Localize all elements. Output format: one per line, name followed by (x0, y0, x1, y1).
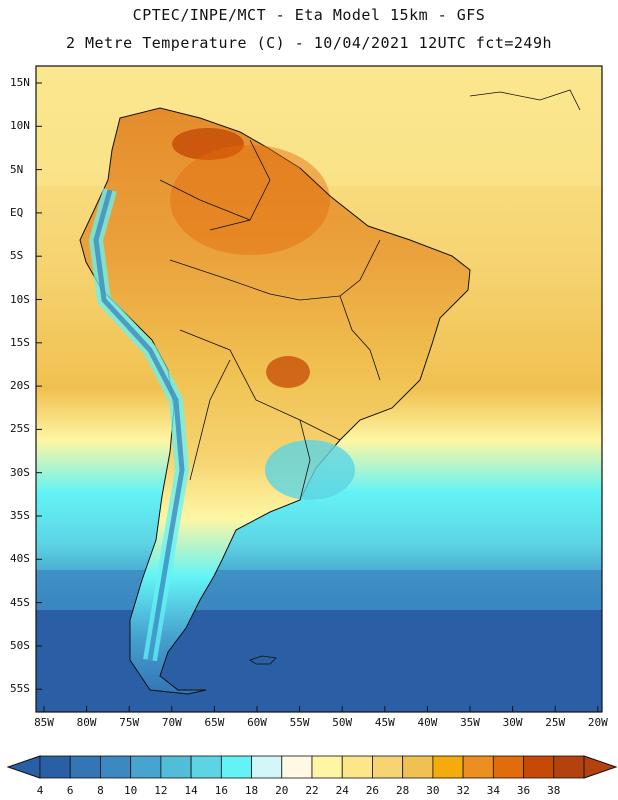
colorbar-swatch (39, 755, 71, 779)
colorbar-label: 34 (486, 784, 500, 797)
falkland-islands (249, 655, 277, 665)
lat-label: 30S (10, 465, 30, 479)
lon-label: 70W (161, 716, 182, 729)
hot-core-north (172, 128, 244, 160)
lat-label: 35S (10, 509, 30, 522)
colorbar-left-arrow (6, 755, 41, 779)
lon-label: 55W (289, 716, 310, 729)
lon-label: 45W (374, 716, 395, 729)
lat-label: 25S (10, 422, 30, 436)
title-line-1: CPTEC/INPE/MCT - Eta Model 15km - GFS (132, 6, 486, 24)
colorbar-swatch (160, 755, 192, 779)
lon-label: 30W (502, 716, 523, 729)
colorbar-label: 18 (244, 784, 259, 797)
lon-label: 80W (76, 716, 97, 729)
colorbar-swatch (462, 755, 494, 779)
lon-label: 35W (460, 716, 480, 729)
colorbar-label: 26 (365, 784, 380, 797)
lat-label: 10S (10, 292, 30, 306)
lat-label: 15N (10, 76, 30, 89)
lon-label: 25W (545, 716, 566, 729)
colorbar-label: 10 (124, 784, 138, 797)
lat-label: 40S (10, 552, 30, 566)
colorbar-label: 6 (66, 784, 74, 797)
southern-cold-band (36, 610, 602, 712)
lat-label: 15S (10, 335, 30, 349)
colorbar-label: 14 (184, 784, 198, 797)
colorbar-label: 32 (456, 784, 470, 797)
lon-label: 50W (332, 716, 353, 729)
hot-core-interior (170, 145, 330, 255)
colorbar-label: 38 (547, 784, 561, 797)
colorbar-swatch (402, 755, 434, 779)
lat-label: 10N (10, 119, 30, 133)
colorbar-swatch (523, 755, 555, 779)
colorbar-swatch (341, 755, 373, 779)
colorbar-swatch (311, 755, 343, 779)
lon-label: 20W (587, 716, 608, 729)
caribbean-islands (469, 89, 581, 111)
lat-label: 50S (10, 638, 30, 652)
colorbar-swatch (190, 755, 222, 779)
colorbar-label: 24 (335, 784, 349, 797)
colorbar-swatch (251, 755, 283, 779)
colorbar (6, 755, 618, 779)
lat-label: EQ (10, 205, 24, 219)
colorbar-swatch (220, 755, 252, 779)
colorbar-label: 4 (36, 784, 44, 797)
colorbar-label: 16 (214, 784, 228, 797)
lat-label: 5S (10, 249, 24, 263)
colorbar-swatch (100, 755, 132, 779)
colorbar-swatch (372, 755, 404, 779)
lat-label: 45S (10, 595, 30, 609)
colorbar-right-arrow (583, 755, 618, 779)
colorbar-swatch (553, 755, 585, 779)
lon-label: 40W (417, 716, 438, 729)
lon-label: 65W (204, 716, 225, 729)
colorbar-swatch (492, 755, 524, 779)
lat-label: 20S (10, 379, 30, 393)
colorbar-label: 36 (516, 784, 531, 797)
lat-label: 55S (10, 682, 30, 696)
colorbar-swatch (69, 755, 101, 779)
country-borders (159, 139, 381, 501)
colorbar-label: 8 (97, 784, 104, 797)
lat-label: 5N (10, 162, 24, 176)
southeast-cool-area (265, 440, 355, 500)
axis-ticks (36, 82, 599, 712)
cold-band-transition (36, 570, 602, 610)
colorbar-label: 12 (154, 784, 168, 797)
map-frame (35, 65, 603, 713)
colorbar-swatch (281, 755, 313, 779)
hot-core-pantanal (266, 356, 310, 388)
colorbar-label: 20 (275, 784, 289, 797)
colorbar-label: 28 (396, 784, 410, 797)
colorbar-label: 22 (305, 784, 319, 797)
colorbar-label: 30 (426, 784, 440, 797)
colorbar-swatch (432, 755, 464, 779)
lon-label: 75W (119, 716, 140, 729)
andes-core (93, 189, 185, 661)
colorbar-swatch (130, 755, 162, 779)
title-line-2: 2 Metre Temperature (C) - 10/04/2021 12U… (65, 34, 553, 52)
lon-label: 60W (247, 716, 267, 729)
lon-label: 85W (34, 716, 54, 729)
